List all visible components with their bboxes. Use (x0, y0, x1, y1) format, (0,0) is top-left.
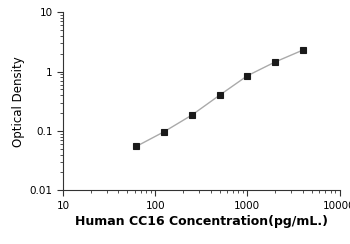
X-axis label: Human CC16 Concentration(pg/mL.): Human CC16 Concentration(pg/mL.) (75, 215, 328, 228)
Y-axis label: Optical Density: Optical Density (12, 56, 26, 147)
